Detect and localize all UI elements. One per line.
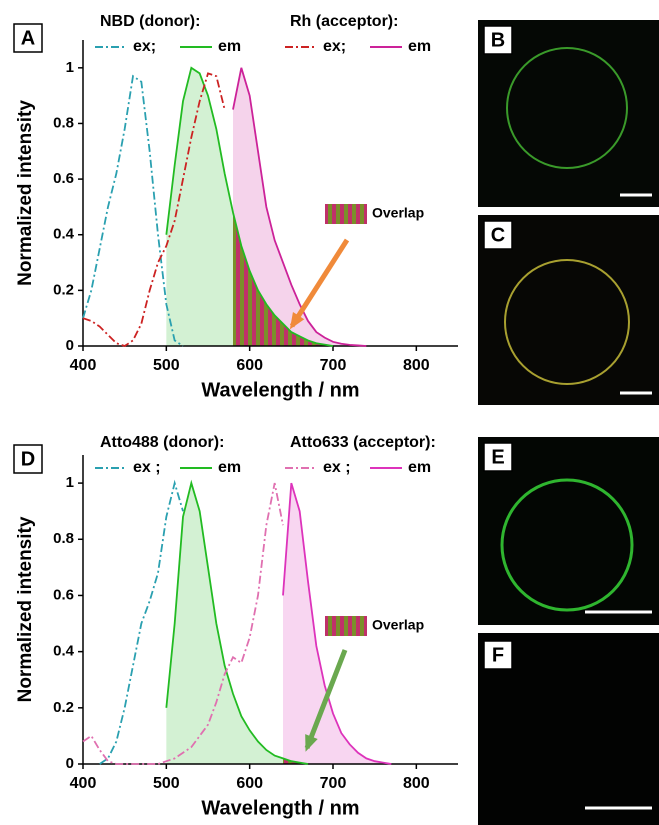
x-tick-label: 700: [320, 357, 347, 374]
vesicle: [500, 478, 634, 612]
panel-label: E: [491, 446, 504, 468]
y-tick-label: 0.8: [53, 114, 74, 131]
legend-label: em: [218, 459, 241, 476]
x-tick-label: 500: [153, 775, 180, 792]
series-line: [165, 66, 334, 347]
vesicle: [504, 259, 630, 385]
overlap-swatch: [325, 616, 367, 636]
arrow-head: [289, 312, 305, 330]
legend-group-title: Atto633 (acceptor):: [290, 434, 436, 451]
legend-group-title: NBD (donor):: [100, 13, 200, 30]
series-line: [165, 479, 309, 765]
y-tick-label: 1: [66, 474, 74, 491]
x-tick-label: 600: [236, 775, 263, 792]
x-tick-label: 400: [70, 775, 97, 792]
y-tick-label: 0.4: [53, 643, 75, 660]
legend-label: ex;: [133, 38, 156, 55]
y-tick-label: 0.2: [53, 699, 74, 716]
x-tick-label: 700: [320, 775, 347, 792]
fill-area: [166, 67, 333, 347]
y-tick-label: 0.6: [53, 170, 74, 187]
arrow: [304, 649, 348, 749]
panel-box: [483, 220, 513, 250]
legend-label: em: [408, 459, 431, 476]
legend-group-title: Rh (acceptor):: [290, 13, 398, 30]
panel-label: C: [491, 224, 505, 246]
panel-box: [13, 23, 43, 53]
panel-label: F: [492, 644, 504, 666]
x-axis-label: Wavelength / nm: [201, 797, 359, 819]
x-tick-label: 600: [236, 357, 263, 374]
x-tick-label: 800: [403, 775, 430, 792]
overlap-area: [283, 758, 308, 764]
legend-label: ex;: [323, 38, 346, 55]
series-line: [232, 67, 367, 347]
panel-label: D: [21, 448, 35, 470]
legend-label: ex ;: [323, 459, 351, 476]
vesicle: [506, 47, 628, 169]
panel-box: [483, 442, 513, 472]
fill-area: [233, 67, 367, 347]
series-line: [82, 74, 184, 347]
y-tick-label: 0.4: [53, 226, 75, 243]
y-tick-label: 0: [66, 337, 74, 354]
annotation: Overlap: [372, 617, 424, 633]
y-axis-label: Normalized intensity: [15, 516, 36, 702]
y-tick-label: 0: [66, 755, 74, 772]
y-tick-label: 0.8: [53, 530, 74, 547]
panel-box: [483, 25, 513, 55]
fill-area: [283, 483, 392, 764]
legend-label: em: [408, 38, 431, 55]
y-tick-label: 0.2: [53, 281, 74, 298]
series-line: [282, 482, 392, 765]
y-tick-label: 0.6: [53, 586, 74, 603]
panel-label: A: [21, 27, 35, 49]
overlap-swatch: [325, 204, 367, 224]
panel-box: [13, 444, 43, 474]
legend-group-title: Atto488 (donor):: [100, 434, 224, 451]
arrow: [289, 238, 350, 328]
y-axis-label: Normalized intensity: [15, 100, 36, 286]
x-axis-label: Wavelength / nm: [201, 379, 359, 401]
legend-label: em: [218, 38, 241, 55]
legend-label: ex ;: [133, 459, 161, 476]
y-tick-label: 1: [66, 59, 74, 76]
series-line: [82, 72, 226, 347]
annotation: Overlap: [372, 205, 424, 221]
arrow-head: [305, 734, 318, 752]
series-line: [82, 482, 284, 765]
panel-box: [483, 640, 513, 670]
overlap-area: [233, 212, 333, 346]
fill-area: [166, 483, 308, 764]
x-tick-label: 400: [70, 357, 97, 374]
panel-label: B: [491, 29, 505, 51]
series-line: [99, 479, 184, 765]
x-tick-label: 500: [153, 357, 180, 374]
x-tick-label: 800: [403, 357, 430, 374]
